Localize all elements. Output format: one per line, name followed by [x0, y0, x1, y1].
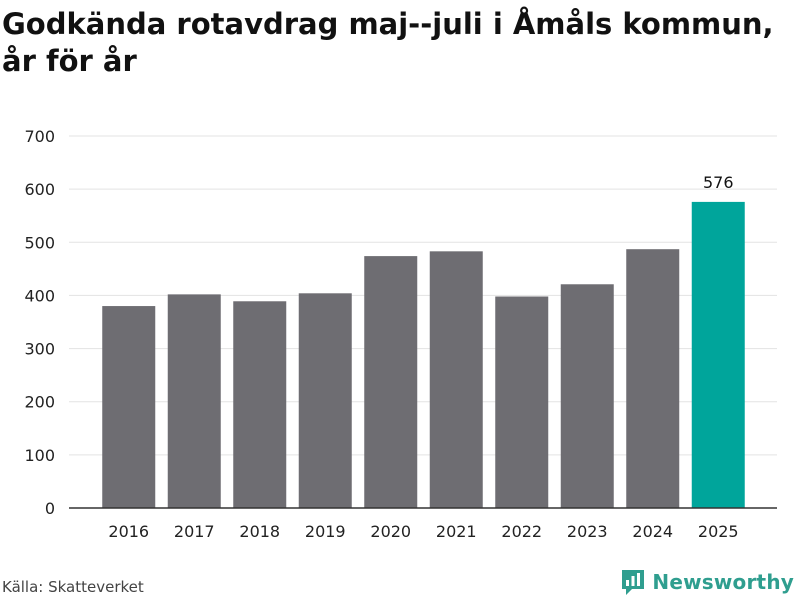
bar — [167, 294, 221, 508]
y-tick-label: 200 — [24, 393, 55, 412]
y-tick-label: 700 — [24, 127, 55, 146]
bar — [626, 249, 680, 509]
newsworthy-logo-icon — [622, 570, 645, 595]
source-note: Källa: Skatteverket — [2, 578, 144, 596]
y-tick-label: 300 — [24, 340, 55, 359]
chart-title: Godkända rotavdrag maj--juli i Åmåls kom… — [2, 7, 774, 78]
x-tick-label: 2016 — [108, 522, 149, 541]
x-tick-label: 2019 — [305, 522, 346, 541]
x-tick-label: 2025 — [698, 522, 739, 541]
bar — [298, 293, 352, 508]
bar — [560, 284, 614, 508]
y-tick-label: 600 — [24, 180, 55, 199]
x-tick-label: 2018 — [239, 522, 280, 541]
brand-logo[interactable]: Newsworthy — [620, 568, 794, 596]
bar — [691, 201, 745, 508]
y-tick-label: 400 — [24, 286, 55, 305]
x-tick-label: 2022 — [501, 522, 542, 541]
bar — [102, 306, 156, 508]
x-tick-label: 2024 — [632, 522, 673, 541]
bar — [364, 256, 418, 508]
y-tick-label: 0 — [45, 499, 55, 518]
bar — [233, 301, 287, 508]
x-tick-label: 2020 — [370, 522, 411, 541]
bar — [429, 251, 483, 508]
y-tick-label: 100 — [24, 446, 55, 465]
y-tick-label: 500 — [24, 233, 55, 252]
data-label: 576 — [703, 173, 734, 192]
brand-name: Newsworthy — [652, 570, 794, 594]
x-tick-label: 2017 — [174, 522, 215, 541]
x-tick-label: 2021 — [436, 522, 477, 541]
bar — [495, 296, 549, 508]
x-tick-label: 2023 — [567, 522, 608, 541]
